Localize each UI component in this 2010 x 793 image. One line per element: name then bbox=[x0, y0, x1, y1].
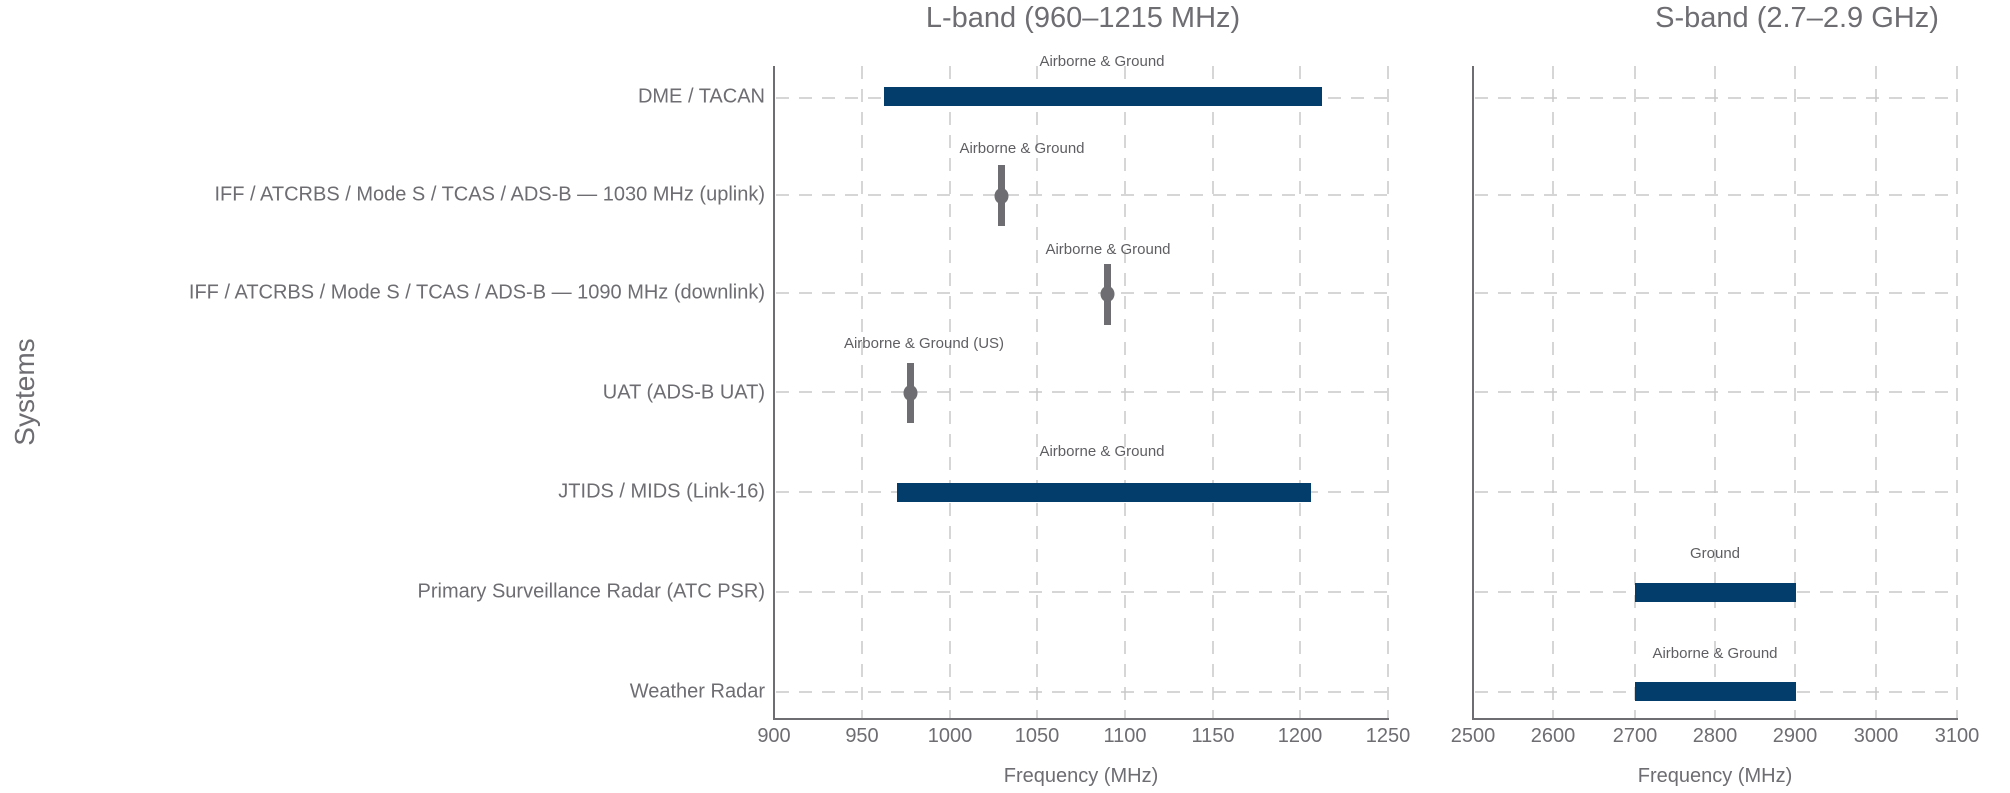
s-band-axes bbox=[1472, 66, 1958, 720]
l-tick-1100: 1100 bbox=[1103, 725, 1147, 747]
annotation-psr: Ground bbox=[1689, 545, 1741, 562]
s-tick-3000: 3000 bbox=[1853, 725, 1899, 747]
annotation-iff-1090: Airborne & Ground bbox=[1045, 241, 1171, 258]
y-label-iff-1030: IFF / ATCRBS / Mode S / TCAS / ADS-B — 1… bbox=[214, 183, 765, 206]
point-iff-1030 bbox=[994, 165, 1009, 226]
s-tick-2700: 2700 bbox=[1612, 725, 1658, 747]
s-tick-2900: 2900 bbox=[1772, 725, 1818, 747]
l-band-title: L-band (960–1215 MHz) bbox=[925, 2, 1241, 34]
y-label-jtids: JTIDS / MIDS (Link-16) bbox=[558, 480, 765, 503]
bar-weather-radar bbox=[1635, 682, 1796, 701]
l-tick-1050: 1050 bbox=[1014, 725, 1060, 747]
l-tick-950: 950 bbox=[845, 725, 879, 747]
l-tick-1200: 1200 bbox=[1277, 725, 1323, 747]
annotation-iff-1030: Airborne & Ground bbox=[959, 140, 1085, 157]
s-tick-3100: 3100 bbox=[1934, 725, 1980, 747]
bar-jtids-mids bbox=[897, 483, 1311, 502]
point-iff-1090 bbox=[1100, 264, 1115, 325]
y-label-uat: UAT (ADS-B UAT) bbox=[602, 381, 765, 404]
point-uat bbox=[903, 363, 918, 423]
annotation-weather-radar: Airborne & Ground bbox=[1652, 645, 1778, 662]
bar-dme-tacan bbox=[884, 87, 1322, 106]
annotation-jtids: Airborne & Ground bbox=[1039, 443, 1165, 460]
l-band-gridlines bbox=[776, 66, 1390, 720]
y-label-dme: DME / TACAN bbox=[637, 85, 765, 108]
s-band-gridlines bbox=[1475, 66, 1958, 720]
s-x-axis-title: Frequency (MHz) bbox=[1637, 765, 1793, 787]
y-label-iff-1090: IFF / ATCRBS / Mode S / TCAS / ADS-B — 1… bbox=[188, 281, 765, 304]
annotation-dme: Airborne & Ground bbox=[1039, 53, 1165, 70]
annotation-uat: Airborne & Ground (US) bbox=[843, 335, 1005, 352]
l-tick-900: 900 bbox=[757, 725, 791, 747]
l-x-axis-title: Frequency (MHz) bbox=[1003, 765, 1159, 787]
s-tick-2600: 2600 bbox=[1530, 725, 1576, 747]
l-tick-1150: 1150 bbox=[1191, 725, 1235, 747]
l-tick-1000: 1000 bbox=[927, 725, 973, 747]
s-tick-2500: 2500 bbox=[1450, 725, 1496, 747]
l-tick-1250: 1250 bbox=[1365, 725, 1411, 747]
y-label-weather-radar: Weather Radar bbox=[629, 680, 765, 703]
y-label-psr: Primary Surveillance Radar (ATC PSR) bbox=[417, 580, 766, 603]
l-band-axes bbox=[773, 66, 1389, 720]
s-tick-2800: 2800 bbox=[1692, 725, 1738, 747]
s-band-title: S-band (2.7–2.9 GHz) bbox=[1655, 2, 1939, 34]
bar-psr bbox=[1635, 583, 1796, 602]
